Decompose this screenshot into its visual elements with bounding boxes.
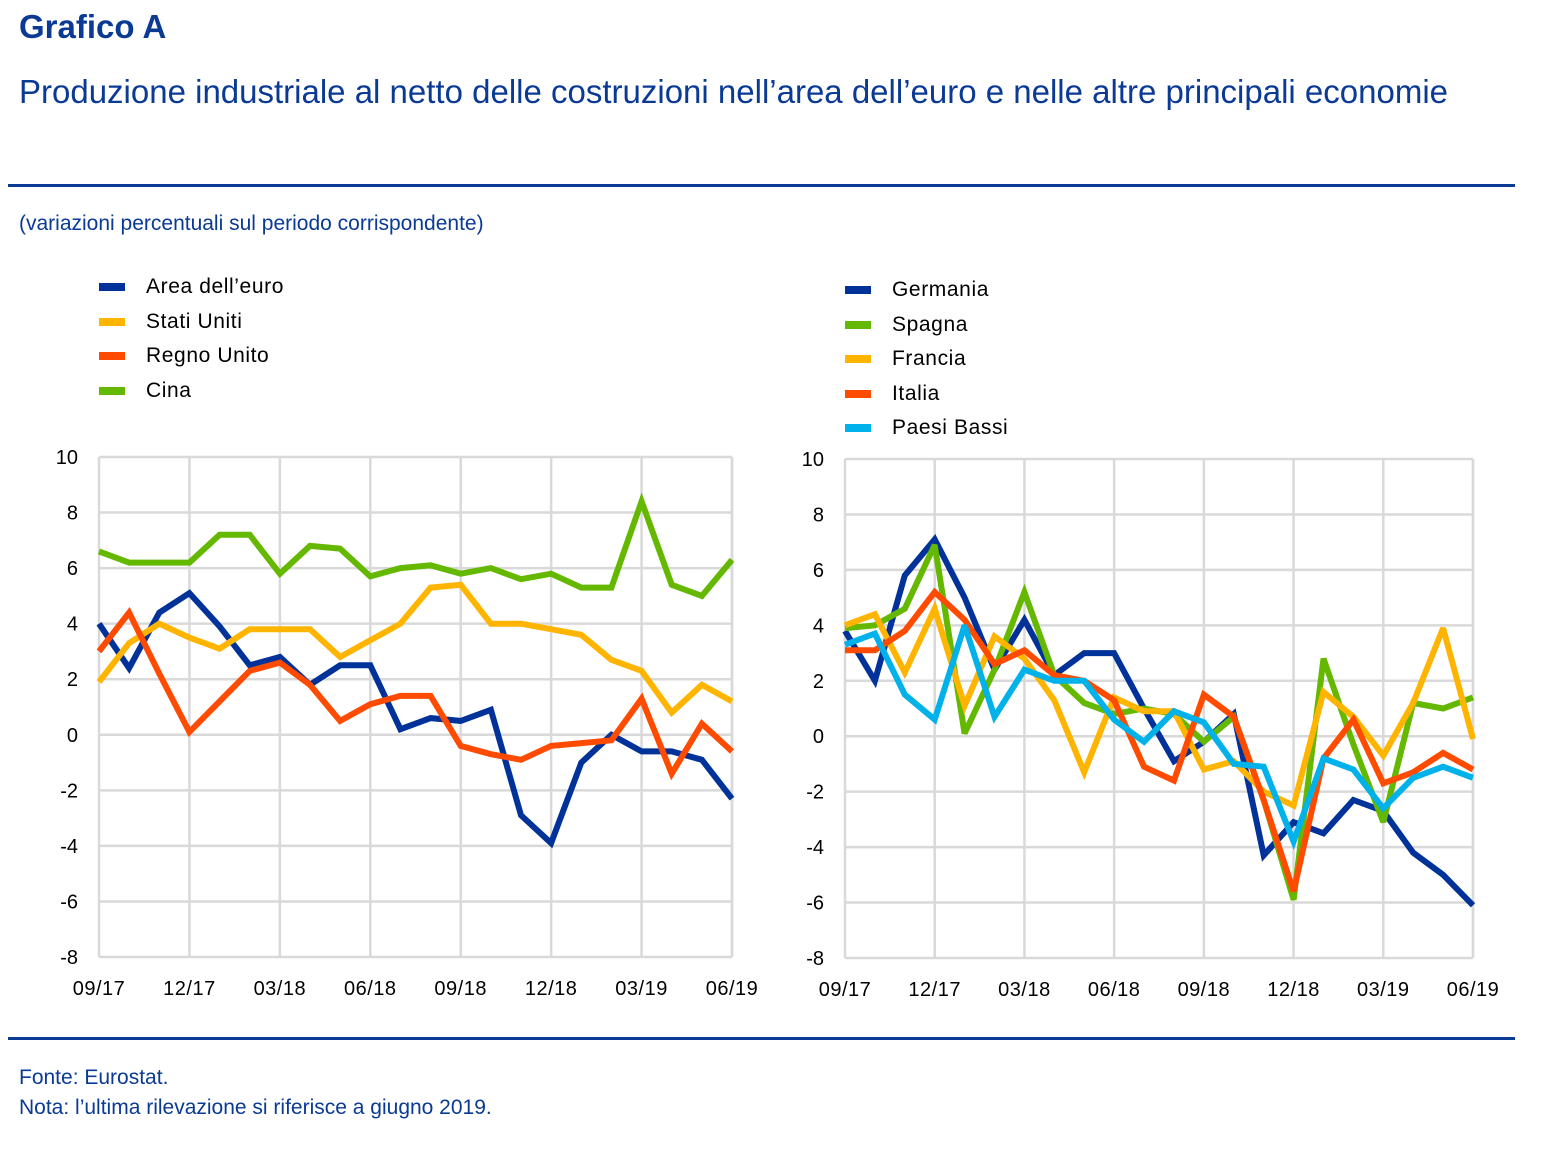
x-tick-label: 03/18	[254, 978, 307, 1000]
y-tick-label: -6	[806, 893, 824, 915]
y-tick-label: 6	[813, 560, 824, 582]
legend-label: Francia	[892, 347, 967, 371]
legend-label: Regno Unito	[146, 344, 270, 368]
x-tick-label: 09/17	[819, 979, 872, 1001]
legend-swatch	[99, 283, 125, 292]
series-line-paesi-bassi	[843, 624, 1475, 851]
y-tick-label: -2	[60, 780, 78, 802]
legend-item: Cina	[99, 374, 284, 409]
x-tick-label: 03/19	[615, 978, 668, 1000]
legend-label: Area dell’euro	[146, 275, 284, 299]
y-tick-label: 8	[813, 504, 824, 526]
y-tick-label: -8	[806, 948, 824, 970]
x-tick-label: 09/17	[73, 978, 126, 1000]
y-tick-label: -2	[806, 782, 824, 804]
legend-item: Stati Uniti	[99, 305, 284, 340]
y-tick-label: -6	[60, 891, 78, 913]
y-tick-label: 2	[813, 671, 824, 693]
legend-swatch	[845, 424, 871, 433]
x-tick-label: 12/17	[908, 979, 961, 1001]
source-note: Fonte: Eurostat.	[19, 1066, 169, 1089]
x-tick-label: 12/18	[525, 978, 578, 1000]
legend-label: Cina	[146, 378, 192, 402]
legend-item: Paesi Bassi	[845, 411, 1008, 446]
x-tick-label: 12/17	[163, 978, 216, 1000]
series-line-italia	[845, 587, 1475, 893]
y-tick-label: -4	[806, 837, 824, 859]
legend-label: Italia	[892, 381, 940, 405]
legend-swatch	[845, 389, 871, 398]
y-tick-label: 6	[67, 558, 78, 580]
x-tick-label: 12/18	[1267, 979, 1320, 1001]
legend-right: Germania Spagna Francia Italia Paesi Bassi	[845, 273, 1008, 446]
x-tick-label: 06/19	[706, 978, 759, 1000]
chart-label: Grafico A	[19, 8, 167, 45]
legend-swatch	[99, 352, 125, 361]
y-tick-label: -8	[60, 947, 78, 969]
x-tick-label: 06/18	[1088, 979, 1141, 1001]
legend-left: Area dell’euro Stati Uniti Regno Unito Cina	[99, 270, 284, 408]
legend-label: Germania	[892, 278, 990, 302]
legend-swatch	[99, 317, 125, 326]
x-tick-label: 03/19	[1357, 979, 1410, 1001]
footnote: Nota: l’ultima rilevazione si riferisce …	[19, 1096, 492, 1119]
legend-label: Spagna	[892, 312, 969, 336]
x-tick-label: 09/18	[434, 978, 487, 1000]
legend-swatch	[845, 320, 871, 329]
legend-item: Italia	[845, 377, 1008, 412]
series-line-francia	[843, 600, 1476, 810]
y-tick-label: 4	[813, 615, 824, 637]
legend-item: Spagna	[845, 308, 1008, 343]
y-tick-label: 10	[802, 449, 824, 471]
legend-item: Germania	[845, 273, 1008, 308]
legend-swatch	[99, 386, 125, 395]
units-label: (variazioni percentuali sul periodo corr…	[19, 212, 484, 235]
legend-item: Francia	[845, 342, 1008, 377]
y-tick-label: 0	[813, 726, 824, 748]
legend-swatch	[845, 286, 871, 295]
x-tick-label: 06/18	[344, 978, 397, 1000]
y-tick-label: 8	[67, 503, 78, 525]
chart-right: 10 8 6 4 2 0 -2 -4 -6 -8 09/17 12/17 03/18 06/18 09/18…	[802, 449, 1500, 1001]
series-line-stati-uniti	[96, 581, 734, 718]
chart-title: Produzione industriale al netto delle co…	[19, 73, 1449, 110]
x-tick-label: 06/19	[1447, 979, 1500, 1001]
series-line-area-dell-euro	[96, 589, 735, 849]
y-tick-label: -4	[60, 836, 78, 858]
y-tick-label: 2	[67, 669, 78, 691]
legend-item: Area dell’euro	[99, 270, 284, 305]
y-tick-label: 10	[56, 447, 78, 469]
legend-label: Stati Uniti	[146, 309, 243, 333]
series-line-cina	[97, 492, 735, 600]
legend-swatch	[845, 355, 871, 364]
legend-label: Paesi Bassi	[892, 416, 1009, 440]
series-line-germania	[842, 533, 1476, 908]
series-line-regno-unito	[96, 606, 735, 781]
y-tick-label: 0	[67, 725, 78, 747]
chart-left: 10 8 6 4 2 0 -2 -4 -6 -8 09/17 12/17 03/18 06/18 09/18…	[56, 447, 759, 1000]
header-divider	[8, 184, 1515, 187]
y-tick-label: 4	[67, 614, 78, 636]
x-tick-label: 03/18	[998, 979, 1051, 1001]
footer-divider	[8, 1037, 1515, 1040]
legend-item: Regno Unito	[99, 339, 284, 374]
x-tick-label: 09/18	[1178, 979, 1231, 1001]
